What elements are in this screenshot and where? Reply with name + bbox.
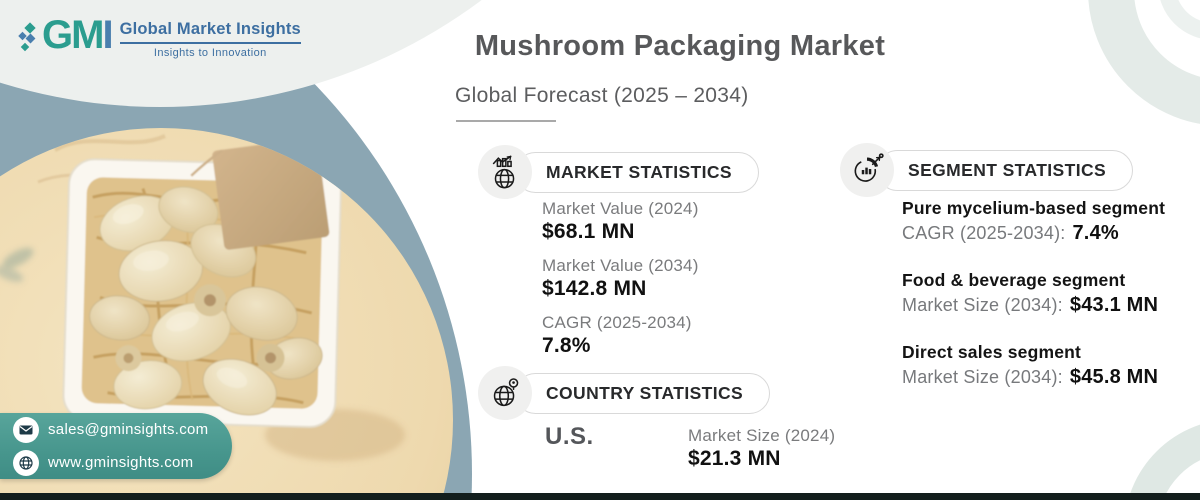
market-statistics-label: MARKET STATISTICS <box>515 151 760 193</box>
segment-statistics-header: SEGMENT STATISTICS <box>840 143 1134 197</box>
mushroom-basket-photo <box>0 134 405 470</box>
segment-item: Direct sales segment Market Size (2034):… <box>902 342 1159 388</box>
gmi-logo: GMI Global Market Insights Insights to I… <box>18 13 301 59</box>
country-name: U.S. <box>545 423 594 450</box>
market-statistics-header: MARKET STATISTICS <box>478 145 760 199</box>
country-statistics-globe-pin-icon <box>478 366 532 420</box>
light-gray-corner-circle <box>0 0 482 107</box>
country-stat-item: Market Size (2024) $21.3 MN <box>688 426 836 470</box>
segment-item: Pure mycelium-based segment CAGR (2025-2… <box>902 198 1166 244</box>
segment-statistics-pie-chart-icon <box>840 143 894 197</box>
market-statistics-list: Market Value (2024) $68.1 MN Market Valu… <box>542 199 699 370</box>
brand-name: Global Market Insights <box>119 20 301 44</box>
page-subtitle: Global Forecast (2025 – 2034) <box>455 84 749 107</box>
contact-panel: sales@gminsights.com www.gminsights.com <box>0 413 232 479</box>
mushroom-photo-collage <box>0 0 482 500</box>
segment-statistics-list: Pure mycelium-based segment CAGR (2025-2… <box>902 198 1165 414</box>
market-stat-item: Market Value (2024) $68.1 MN <box>542 199 699 243</box>
country-statistics-header: COUNTRY STATISTICS <box>478 366 771 420</box>
segment-item: Food & beverage segment Market Size (203… <box>902 270 1159 316</box>
market-stat-item: CAGR (2025-2034) 7.8% <box>542 313 692 357</box>
decorative-ring-bottom-right <box>1124 419 1200 500</box>
contact-website-link[interactable]: www.gminsights.com <box>13 449 232 476</box>
page-title: Mushroom Packaging Market <box>474 30 886 62</box>
brand-tagline: Insights to Innovation <box>153 47 267 59</box>
segment-statistics-label: SEGMENT STATISTICS <box>877 149 1134 191</box>
gmi-wordmark: GMI <box>42 13 114 57</box>
subtitle-underline <box>456 120 556 122</box>
leaf-decor <box>2 247 34 269</box>
country-statistics-label: COUNTRY STATISTICS <box>515 372 771 414</box>
kraft-paper-tag <box>212 137 330 250</box>
bottom-accent-bar <box>0 493 1200 500</box>
website-globe-icon <box>13 449 39 476</box>
email-icon <box>13 416 39 443</box>
gmi-logo-diamonds-icon <box>18 22 36 52</box>
market-stat-item: Market Value (2034) $142.8 MN <box>542 256 699 300</box>
contact-email-link[interactable]: sales@gminsights.com <box>13 416 232 443</box>
market-statistics-globe-chart-icon <box>478 145 532 199</box>
